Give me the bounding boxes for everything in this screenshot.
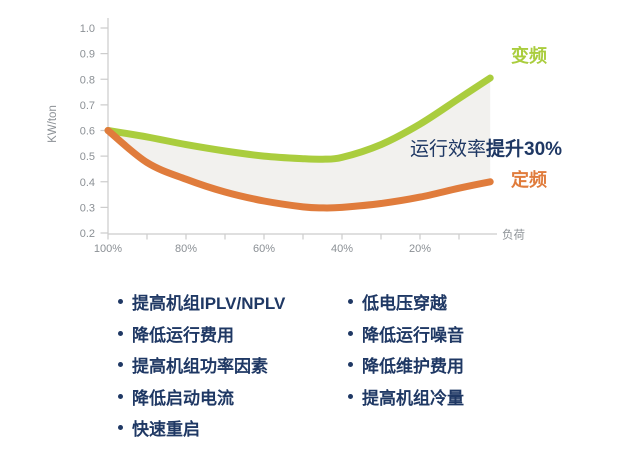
svg-text:0.6: 0.6: [80, 126, 95, 138]
efficiency-annotation: 运行效率提升30%: [410, 139, 562, 160]
list-item: 降低运行费用: [110, 318, 285, 350]
list-item: 降低启动电流: [110, 381, 285, 413]
list-item-label: 降低维护费用: [362, 357, 464, 377]
list-item: 提高机组功率因素: [110, 349, 285, 381]
list-item: 降低运行噪音: [340, 318, 464, 350]
svg-text:1.0: 1.0: [80, 23, 95, 35]
annotation-prefix: 运行效率: [410, 139, 487, 160]
benefit-list-right: 低电压穿越 降低运行噪音 降低维护费用 提高机组冷量: [340, 286, 464, 412]
x-axis-title: 负荷: [502, 228, 525, 242]
svg-text:80%: 80%: [175, 243, 197, 255]
list-item: 提高机组冷量: [340, 381, 464, 413]
series-label-fixed-frequency: 定频: [511, 170, 547, 190]
svg-text:100%: 100%: [94, 243, 122, 255]
annotation-highlight: 提升30%: [486, 139, 563, 160]
series-label-variable-frequency: 变频: [511, 46, 547, 66]
bullet-dot: [348, 362, 353, 368]
bullet-dot: [118, 393, 123, 399]
bullet-dot: [348, 393, 353, 399]
svg-text:0.5: 0.5: [80, 151, 95, 163]
bullet-dot: [118, 330, 123, 336]
fill-between-area: [108, 78, 491, 208]
list-item: 提高机组IPLV/NPLV: [110, 286, 285, 318]
svg-text:0.7: 0.7: [80, 100, 95, 112]
svg-text:0.3: 0.3: [80, 202, 95, 214]
list-item-label: 提高机组IPLV/NPLV: [132, 294, 286, 314]
svg-text:60%: 60%: [253, 243, 275, 255]
benefit-list-left: 提高机组IPLV/NPLV 降低运行费用 提高机组功率因素 降低启动电流 快速重…: [110, 286, 285, 444]
list-item: 快速重启: [110, 412, 285, 444]
svg-text:0.8: 0.8: [80, 74, 95, 86]
chart-curves: [104, 74, 494, 212]
bullet-dot: [348, 299, 353, 305]
list-item-label: 降低运行费用: [132, 325, 234, 345]
svg-text:20%: 20%: [409, 243, 431, 255]
chart-axes: 0.2 0.3 0.4 0.5 0.6 0.7 0.8 0.9 1.0 100% 80% 60% 40%…: [80, 18, 497, 255]
svg-text:0.2: 0.2: [80, 228, 95, 240]
list-item: 降低维护费用: [340, 349, 464, 381]
svg-text:0.9: 0.9: [80, 49, 95, 61]
bullet-dot: [348, 330, 353, 336]
efficiency-chart: 0.2 0.3 0.4 0.5 0.6 0.7 0.8 0.9 1.0 100% 80% 60% 40%…: [47, 18, 525, 255]
list-item-label: 提高机组冷量: [362, 388, 464, 408]
svg-text:0.4: 0.4: [80, 177, 95, 189]
list-item: 低电压穿越: [340, 286, 464, 318]
bullet-dot: [118, 362, 123, 368]
y-axis-title: KW/ton: [47, 105, 59, 143]
svg-text:40%: 40%: [331, 243, 353, 255]
list-item-label: 快速重启: [132, 420, 200, 440]
list-item-label: 低电压穿越: [362, 294, 447, 314]
bullet-dot: [118, 425, 123, 431]
list-item-label: 降低启动电流: [132, 388, 234, 408]
list-item-label: 降低运行噪音: [362, 325, 464, 345]
bullet-dot: [118, 299, 123, 305]
list-item-label: 提高机组功率因素: [132, 357, 268, 377]
